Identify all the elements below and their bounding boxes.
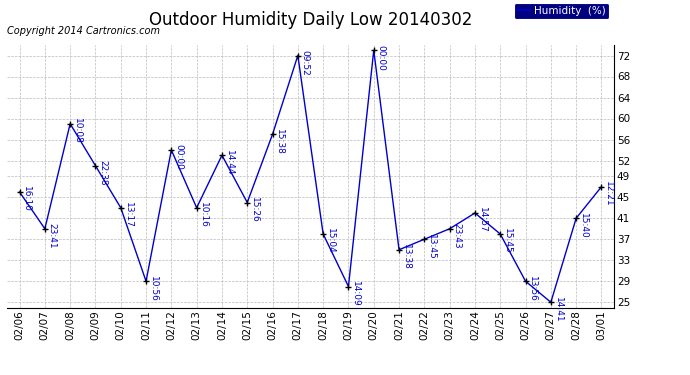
- Text: 09:52: 09:52: [301, 50, 310, 76]
- Text: 00:00: 00:00: [377, 45, 386, 70]
- Text: 10:56: 10:56: [149, 276, 158, 302]
- Text: 13:45: 13:45: [427, 234, 436, 260]
- Text: 23:41: 23:41: [48, 223, 57, 249]
- Text: 14:57: 14:57: [477, 207, 486, 233]
- Text: 15:38: 15:38: [275, 129, 284, 154]
- Text: 10:08: 10:08: [73, 118, 82, 144]
- Text: 15:26: 15:26: [250, 197, 259, 223]
- Text: 12:21: 12:21: [604, 181, 613, 207]
- Text: 13:38: 13:38: [402, 244, 411, 270]
- Text: 13:56: 13:56: [529, 276, 538, 302]
- Text: 14:41: 14:41: [553, 297, 562, 322]
- Text: 00:00: 00:00: [174, 144, 183, 170]
- Text: 16:10: 16:10: [22, 186, 31, 212]
- Text: 15:45: 15:45: [503, 228, 512, 254]
- Text: 15:04: 15:04: [326, 228, 335, 254]
- Legend: Humidity  (%): Humidity (%): [514, 3, 609, 19]
- Text: Copyright 2014 Cartronics.com: Copyright 2014 Cartronics.com: [7, 26, 160, 36]
- Text: 22:38: 22:38: [98, 160, 107, 186]
- Text: 10:16: 10:16: [199, 202, 208, 228]
- Text: 13:17: 13:17: [124, 202, 132, 228]
- Text: 14:09: 14:09: [351, 281, 360, 307]
- Text: 14:44: 14:44: [225, 150, 234, 175]
- Text: 23:43: 23:43: [453, 223, 462, 249]
- Text: Outdoor Humidity Daily Low 20140302: Outdoor Humidity Daily Low 20140302: [149, 11, 472, 29]
- Text: 15:40: 15:40: [579, 213, 588, 238]
